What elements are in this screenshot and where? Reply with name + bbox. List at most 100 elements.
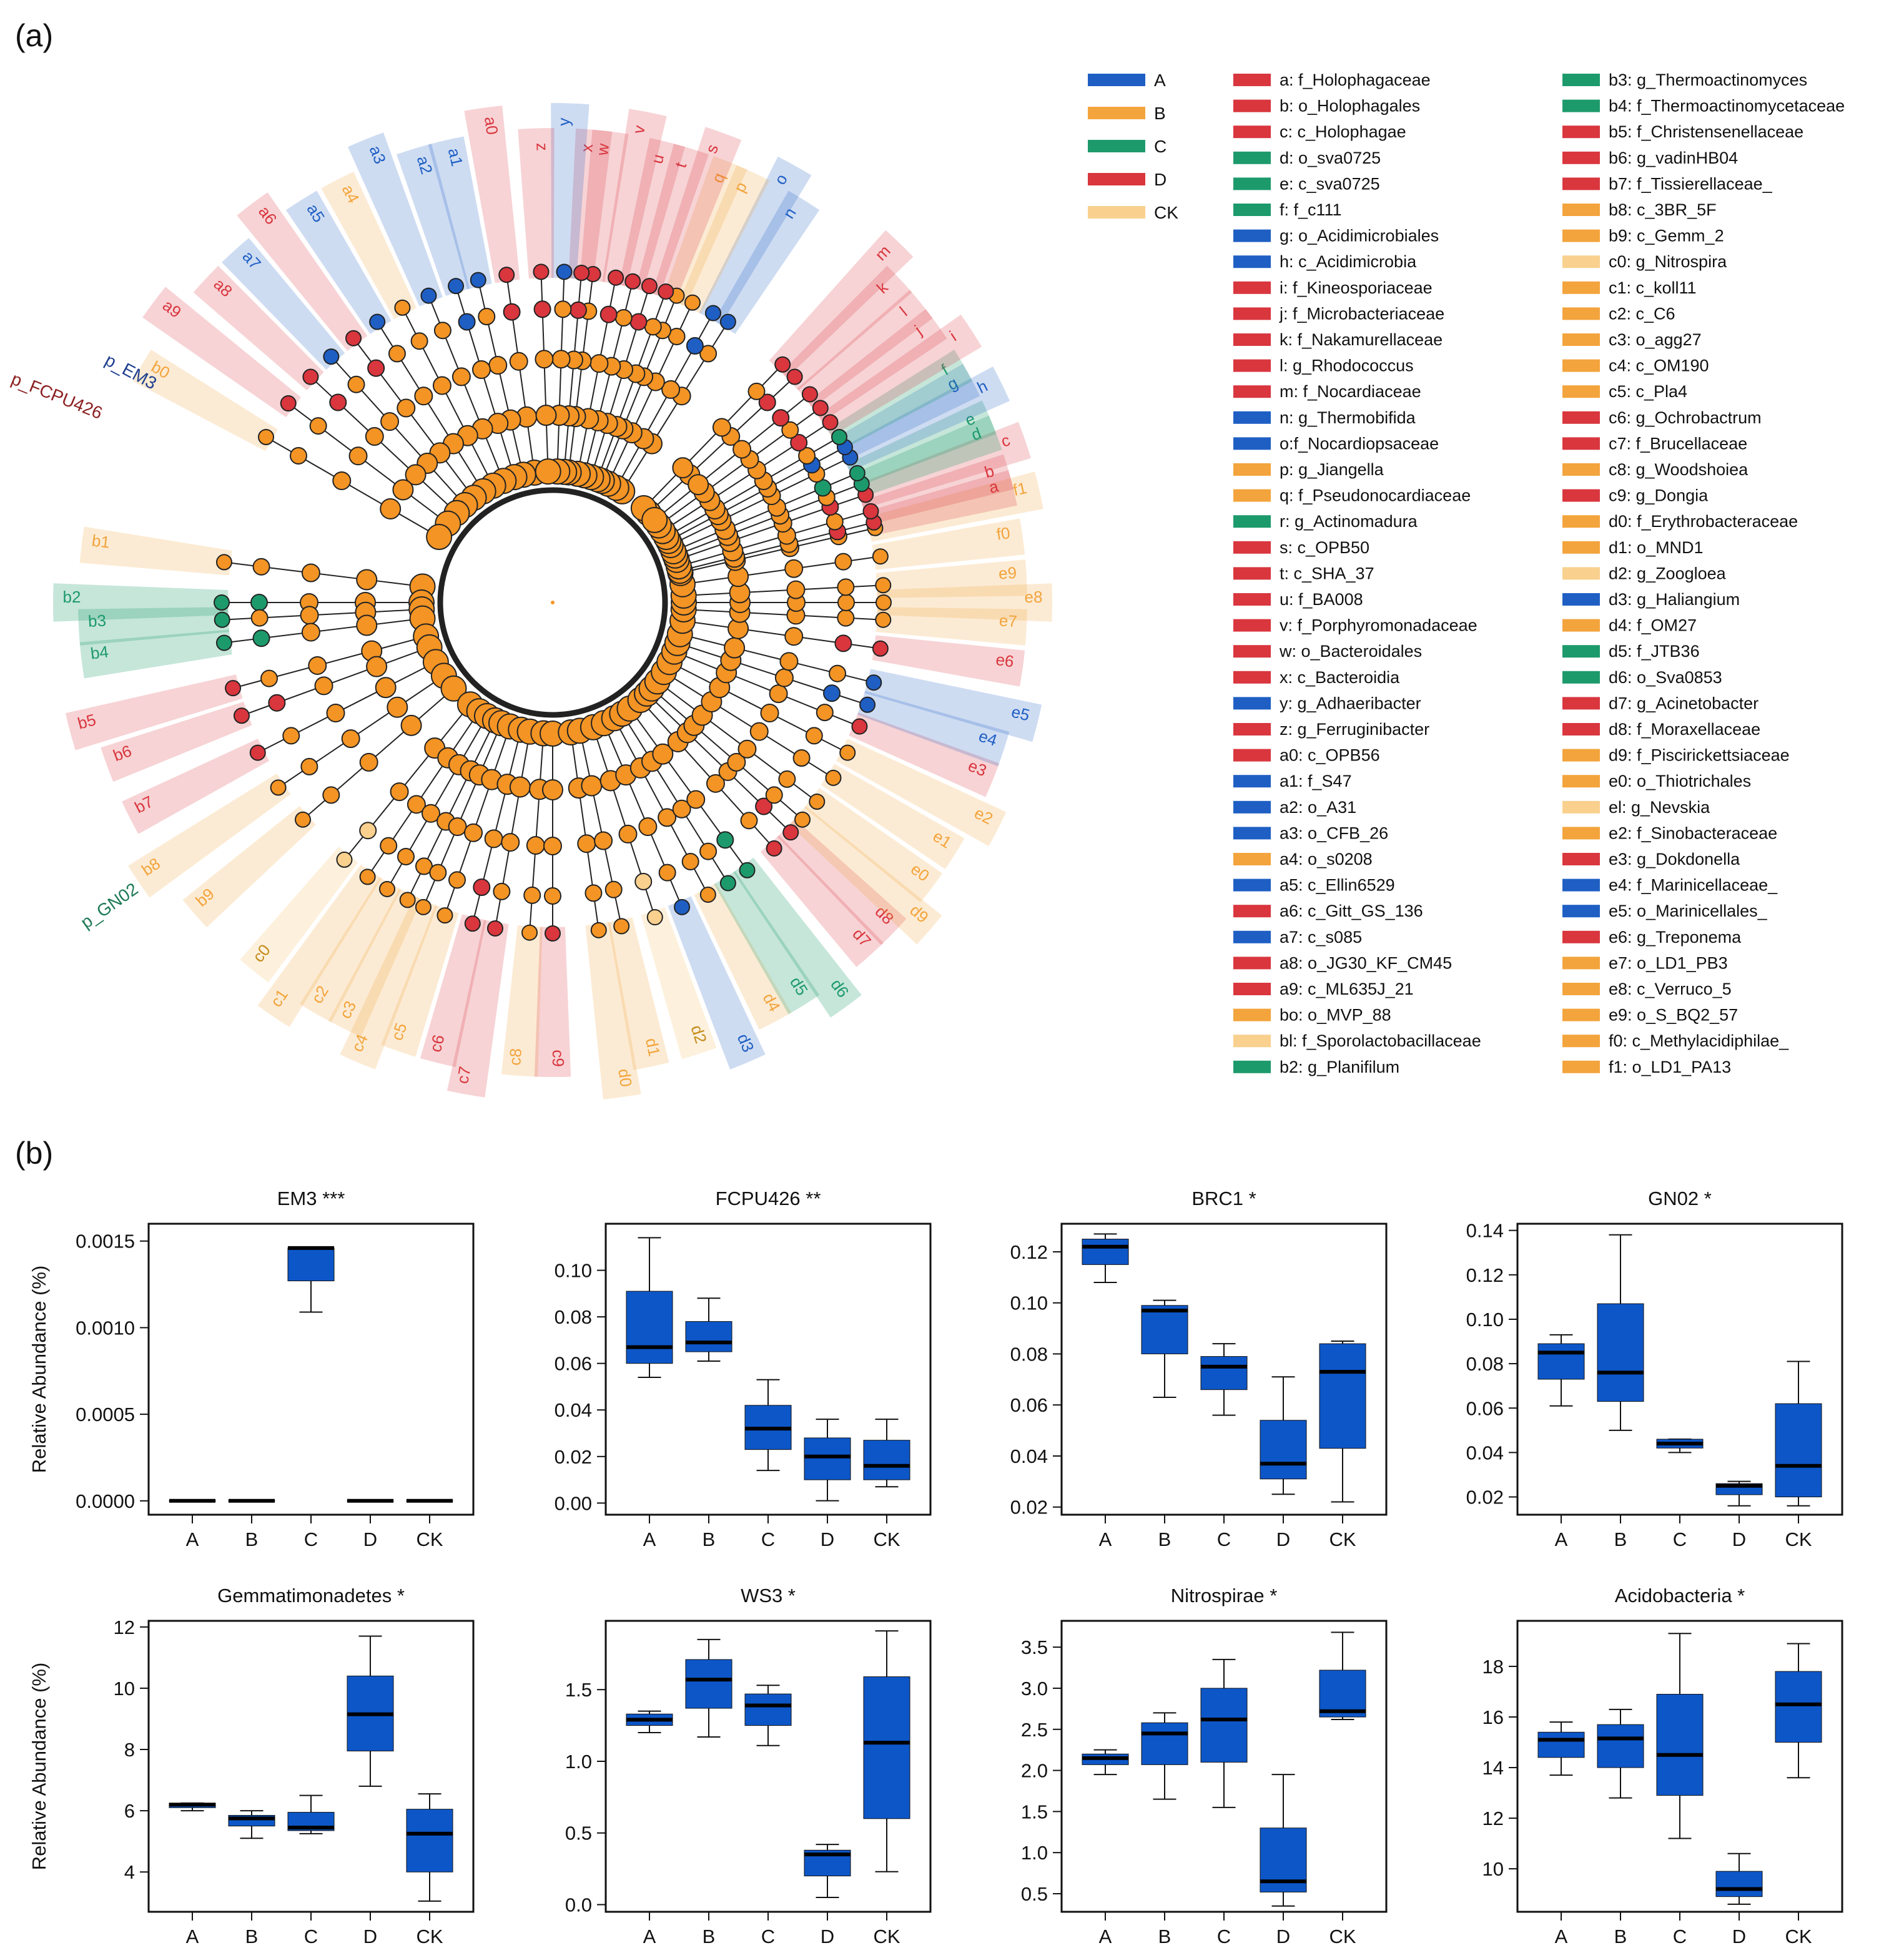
node-e1 — [792, 749, 811, 767]
box-CK — [1319, 1670, 1366, 1718]
y-tick-label: 8 — [124, 1739, 135, 1761]
legend-group-label: CK — [1154, 203, 1178, 222]
node-c1 — [359, 868, 376, 885]
clade-highlight-c3 — [328, 888, 422, 1037]
taxon-swatch — [1562, 619, 1600, 632]
clade-highlight-d2 — [641, 907, 717, 1060]
panel-title: FCPU426 ** — [716, 1188, 821, 1209]
taxon-swatch — [1233, 489, 1271, 502]
taxon-label: e6: g_Treponema — [1609, 928, 1742, 947]
node-b8 — [341, 729, 360, 749]
taxon-label: n: g_Thermobifida — [1280, 408, 1416, 427]
taxon-label: a2: o_A31 — [1280, 798, 1356, 817]
box-C — [287, 1247, 335, 1282]
node-b1 — [356, 569, 378, 591]
taxon-swatch — [1233, 1008, 1271, 1021]
y-tick-label: 0.10 — [1466, 1309, 1504, 1331]
taxon-label: c4: c_OM190 — [1609, 357, 1709, 375]
node-d7 — [706, 774, 725, 793]
node-b7 — [326, 704, 345, 723]
clade-label-x: x — [577, 143, 596, 153]
taxon-label: d5: f_JTB36 — [1609, 642, 1700, 661]
clade-highlight-e6 — [872, 635, 1025, 687]
taxon-label: z: g_Ferruginibacter — [1280, 720, 1429, 739]
panel-b-label: (b) — [15, 1136, 54, 1171]
clade-highlight-e2 — [836, 739, 1007, 847]
taxon-swatch — [1562, 723, 1600, 735]
taxon-swatch — [1233, 853, 1271, 865]
node-c8 — [523, 886, 541, 904]
y-tick-label: 4 — [124, 1861, 135, 1883]
node-y — [554, 300, 572, 318]
taxon-label: a7: c_s085 — [1280, 928, 1362, 947]
node-d8 — [755, 797, 773, 815]
node-c1 — [407, 795, 426, 814]
clade-label-e8: e8 — [1025, 588, 1043, 606]
node-e2 — [839, 744, 856, 761]
panel-title: Gemmatimonadetes * — [217, 1585, 405, 1606]
node-v — [589, 354, 609, 373]
clade-label-b1: b1 — [91, 531, 111, 551]
node-d1 — [604, 880, 623, 898]
x-tick-label: D — [1276, 1926, 1290, 1947]
boxplot-panel-0: EM3 *** 0.0000 0.0005 0.0010 0.0015 A B C D CK Rel… — [28, 1188, 475, 1550]
taxon-label: c0: g_Nitrospira — [1609, 252, 1727, 271]
taxon-label: m: f_Nocardiaceae — [1280, 382, 1421, 401]
node-e6 — [784, 627, 804, 646]
taxon-label: o:f_Nocardiopsaceae — [1280, 434, 1439, 453]
taxon-swatch — [1233, 359, 1271, 372]
node-c4 — [429, 863, 447, 882]
phylum-label: p_FCPU426 — [9, 369, 105, 423]
node-d4 — [699, 886, 716, 903]
taxon-swatch — [1233, 99, 1271, 112]
x-tick-label: B — [1614, 1528, 1627, 1550]
taxon-label: q: f_Pseudonocardiaceae — [1280, 486, 1471, 505]
y-tick-label: 0.12 — [1466, 1264, 1504, 1286]
taxon-label: l: g_Rhodococcus — [1280, 357, 1414, 375]
taxon-swatch — [1562, 359, 1600, 372]
clade-label-b3: b3 — [87, 611, 106, 630]
taxon-swatch — [1562, 437, 1600, 450]
clade-highlight-k — [781, 265, 912, 391]
node-e6 — [834, 634, 852, 652]
node-f0 — [872, 548, 889, 565]
node-z — [533, 300, 551, 318]
clade-label-b2: b2 — [63, 588, 81, 606]
node-o — [704, 305, 721, 322]
node-b3 — [250, 609, 269, 627]
taxon-swatch — [1233, 957, 1271, 970]
node-e3 — [769, 684, 788, 704]
box-A — [1537, 1731, 1585, 1758]
taxon-label: d0: f_Erythrobacteraceae — [1609, 512, 1798, 531]
x-tick-label: D — [363, 1926, 377, 1947]
node-e2 — [760, 704, 779, 723]
clade-highlight-c7 — [446, 920, 509, 1098]
node-k — [758, 393, 776, 411]
node-b7 — [249, 744, 266, 761]
taxon-label: c2: c_C6 — [1609, 304, 1675, 323]
taxon-label: f0: c_Methylacidiphilae_ — [1609, 1031, 1789, 1050]
node-a2 — [458, 313, 476, 331]
boxplot-panel-7: Acidobacteria * 10 12 14 16 18 A B C D CK — [1482, 1585, 1843, 1947]
clade-highlight-c0 — [240, 847, 358, 983]
taxon-label: d: o_sva0725 — [1280, 149, 1381, 167]
clade-highlight-t — [635, 144, 709, 296]
clade-highlight-f0 — [872, 518, 1025, 570]
legend-swatch-D — [1088, 173, 1145, 185]
y-tick-label: 0.0 — [565, 1894, 592, 1916]
node-e — [849, 465, 866, 481]
node-b5 — [225, 680, 242, 697]
taxon-swatch — [1562, 99, 1600, 112]
node-v — [608, 269, 624, 286]
clade-highlight-h — [839, 366, 1010, 472]
node-a4 — [432, 376, 451, 395]
node-a9 — [348, 446, 368, 466]
node-c0 — [336, 851, 353, 868]
node-b8 — [270, 779, 287, 796]
node-f — [798, 447, 816, 465]
taxon-label: e: c_sva0725 — [1280, 174, 1380, 193]
taxon-swatch — [1562, 775, 1600, 788]
taxon-label: d1: o_MND1 — [1609, 538, 1704, 557]
node-f0 — [784, 559, 804, 578]
taxon-swatch — [1562, 177, 1600, 190]
